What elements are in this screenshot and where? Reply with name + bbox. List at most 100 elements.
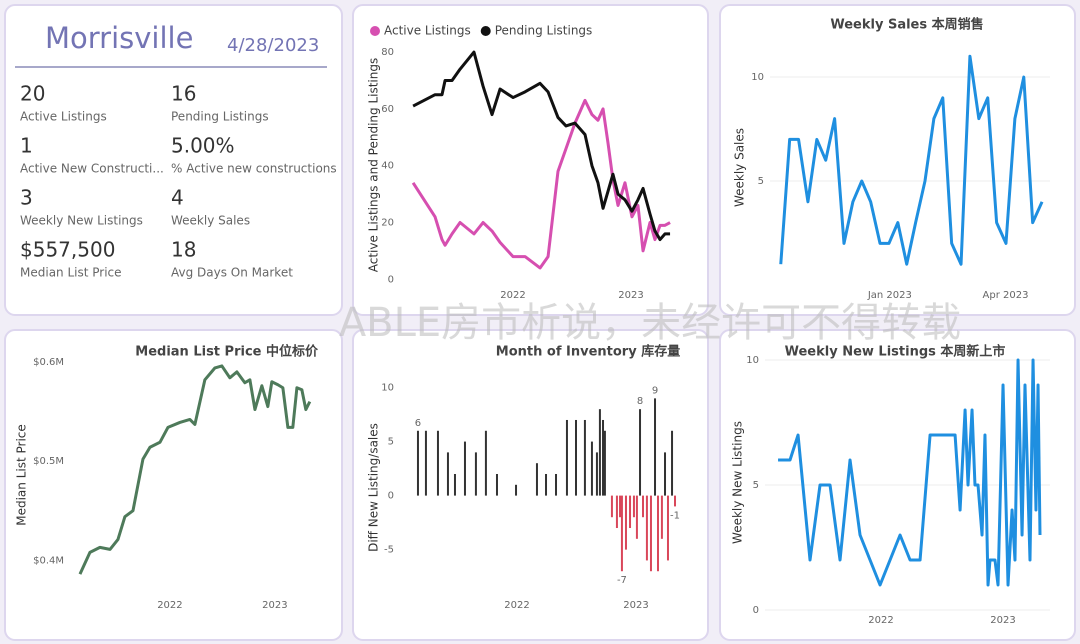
bar [654,398,657,496]
y-axis-title: Weekly New Listings [731,421,745,544]
bar [474,452,477,496]
y-tick-label: 5 [758,176,764,187]
city-title: Morrisville [45,21,193,55]
bar [583,419,586,496]
bar [463,441,466,496]
data-label: -1 [670,510,680,521]
bar [595,452,598,496]
x-tick-label: 2022 [157,600,182,611]
x-tick-label: Jan 2023 [867,290,912,301]
y-tick-label: $0.4M [33,555,64,566]
bar [620,495,623,572]
x-tick-label: 2022 [868,615,893,626]
bar [565,419,568,496]
kpi-value: 1 [20,134,33,158]
bar [515,484,518,496]
x-tick-label: 2023 [262,600,287,611]
y-axis-title: Weekly Sales [733,128,747,207]
kpi-label: Median List Price [20,266,122,280]
data-line [779,54,1044,266]
x-tick-label: Apr 2023 [983,290,1029,301]
bar [416,430,419,496]
kpi-panel [4,4,343,316]
panel [4,329,343,641]
y-tick-label: 0 [388,491,394,502]
y-tick-label: 10 [751,72,764,83]
kpi-value: 3 [20,186,33,210]
bar [639,409,642,496]
bar [660,495,663,539]
bar [671,430,674,496]
kpi-value: 20 [20,82,45,106]
data-label: 8 [637,396,643,407]
y-tick-label: $0.6M [33,357,64,368]
y-axis-title: Active Listings and Pending Listings [367,58,381,273]
legend-marker [370,26,380,36]
x-tick-label: 2023 [618,290,643,301]
bar [446,452,449,496]
bar [555,473,558,496]
y-axis-title: Median List Price [15,424,29,526]
y-axis-title: Diff New Listing/sales [367,423,381,552]
x-tick-label: 2023 [623,600,648,611]
y-tick-label: 0 [388,274,394,285]
legend-label: Pending Listings [495,24,593,38]
data-line [778,358,1042,587]
bar [602,419,605,496]
y-tick-label: 60 [381,104,394,115]
kpi-label: Weekly New Listings [20,214,143,228]
bar [619,495,622,518]
bar [545,473,548,496]
chart-title: Month of Inventory 库存量 [496,344,680,360]
bar [624,495,627,550]
bar [645,495,648,561]
kpi-label: % Active new constructions [171,162,337,176]
bar [629,495,632,529]
bar [641,495,644,518]
y-tick-label: $0.5M [33,456,64,467]
bar [535,463,538,496]
kpi-label: Avg Days On Market [171,266,293,280]
bar [574,419,577,496]
y-tick-label: 80 [381,47,394,58]
kpi-value: 18 [171,238,196,262]
x-tick-label: 2022 [504,600,529,611]
y-tick-label: 40 [381,161,394,172]
y-tick-label: 0 [753,605,759,616]
bar [632,495,635,518]
watermark: ABLE房市析说，未经许可不得转载 [339,300,961,346]
kpi-label: Weekly Sales [171,214,250,228]
data-label: 6 [415,418,421,429]
bar [610,495,613,518]
bar [598,409,601,496]
data-line [412,50,671,242]
report-date: 4/28/2023 [227,35,319,56]
kpi-value: 5.00% [171,134,235,158]
data-label: 9 [652,385,658,396]
x-tick-label: 2022 [500,290,525,301]
kpi-label: Active Listings [20,110,107,124]
data-line [78,364,312,575]
bar [495,473,498,496]
y-tick-label: 20 [381,218,394,229]
legend-label: Active Listings [384,24,471,38]
chart-title: Weekly New Listings 本周新上市 [785,344,1006,360]
chart-title: Weekly Sales 本周销售 [830,17,983,33]
bar [453,473,456,496]
kpi-value: 16 [171,82,196,106]
bar [649,495,652,572]
panel [352,329,709,641]
bar [484,430,487,496]
y-tick-label: 5 [388,437,394,448]
x-tick-label: 2023 [990,615,1015,626]
bar [666,495,669,561]
panel [719,4,1076,316]
bar [635,495,638,539]
kpi-value: 4 [171,186,184,210]
data-label: -7 [617,575,627,586]
y-tick-label: 5 [753,480,759,491]
bar [603,430,606,496]
kpi-label: Active New Constructi... [20,162,164,176]
